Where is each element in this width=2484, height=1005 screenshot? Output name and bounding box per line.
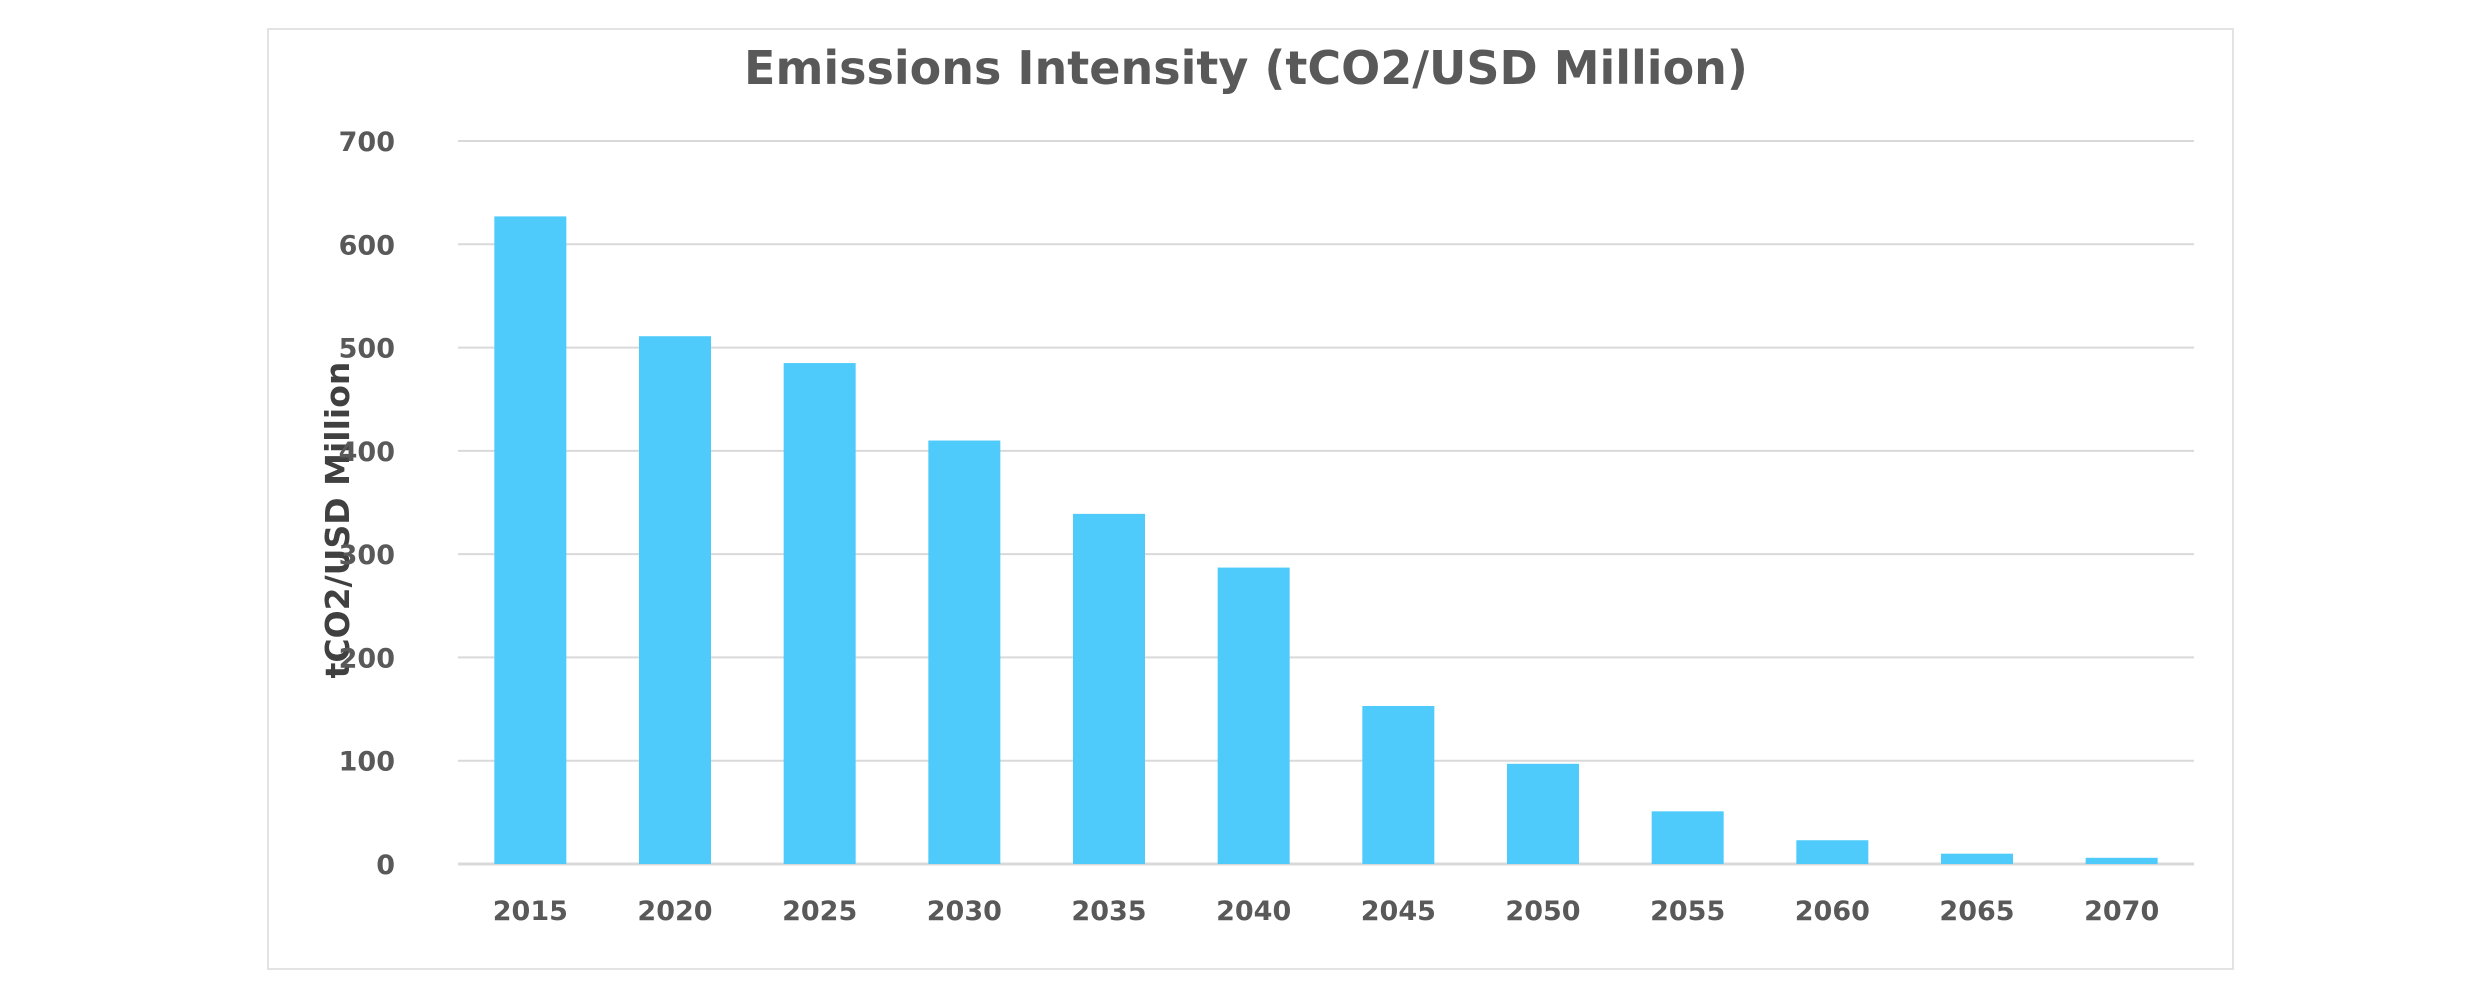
bar-2065	[1941, 853, 2013, 864]
x-tick-label: 2020	[637, 896, 712, 927]
bar-2055	[1651, 811, 1724, 864]
x-tick-label: 2030	[927, 896, 1002, 927]
x-tick-label: 2060	[1795, 896, 1870, 927]
bar-2020	[639, 336, 711, 865]
bar-2035	[1073, 513, 1145, 864]
y-tick-label: 500	[339, 334, 395, 365]
y-tick-label: 400	[339, 437, 395, 468]
y-tick-label: 600	[339, 230, 395, 261]
bar-2050	[1507, 763, 1579, 864]
x-tick-label: 2040	[1216, 896, 1291, 927]
bar-2040	[1217, 567, 1290, 864]
y-tick-label: 700	[339, 127, 395, 158]
x-tick-labels: 2015 2020 2025 2030 2035 2040 2045 2050 2055 2060…	[493, 896, 2159, 927]
y-tick-label: 300	[339, 540, 395, 571]
chart-title: Emissions Intensity (tCO2/USD Million)	[744, 41, 1748, 95]
x-tick-label: 2065	[1939, 896, 2014, 927]
x-tick-label: 2015	[493, 896, 568, 927]
bars	[494, 216, 2158, 865]
x-tick-label: 2045	[1361, 896, 1436, 927]
x-tick-label: 2055	[1650, 896, 1725, 927]
y-tick-labels: 0 100 200 300 400 500 600 700	[339, 127, 395, 881]
y-axis-label: tCO2/USD Million	[318, 362, 357, 679]
y-tick-label: 0	[376, 850, 395, 881]
x-tick-label: 2035	[1071, 896, 1146, 927]
y-tick-label: 200	[339, 643, 395, 674]
bar-2015	[494, 216, 567, 865]
bar-2060	[1796, 840, 1869, 864]
bar-2030	[928, 440, 1001, 864]
bar-2025	[783, 363, 856, 864]
y-tick-label: 100	[339, 747, 395, 778]
x-tick-label: 2050	[1505, 896, 1580, 927]
x-tick-label: 2025	[782, 896, 857, 927]
x-tick-label: 2070	[2084, 896, 2159, 927]
bar-2070	[2085, 857, 2158, 864]
gridlines	[458, 140, 2194, 866]
bar-2045	[1362, 705, 1435, 864]
